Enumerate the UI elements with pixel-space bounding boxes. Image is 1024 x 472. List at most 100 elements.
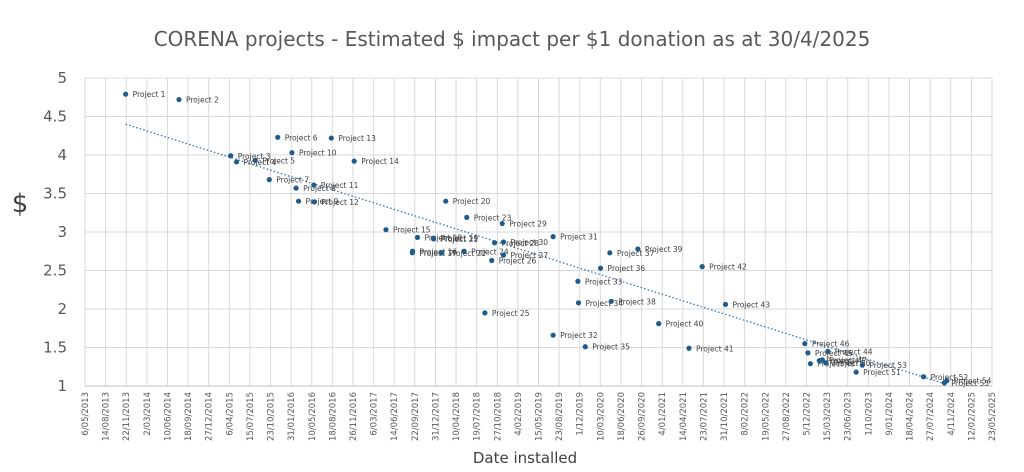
data-point [328,135,334,141]
data-point-label: Project 15 [393,226,431,235]
data-point-label: Project 36 [608,264,646,273]
x-tick-label: 19/05/2022 [761,392,771,441]
x-tick-label: 22/09/2017 [411,392,421,441]
data-point [802,341,808,347]
data-point [491,240,498,246]
data-point [289,150,295,156]
x-tick-label: 10/03/2020 [596,392,606,441]
x-tick-label: 18/09/2014 [184,392,194,441]
data-point [383,227,389,233]
data-point [439,250,445,256]
x-tick-label: 6/03/2017 [370,392,380,436]
data-point-label: Project 39 [645,245,683,254]
data-point [464,214,470,220]
data-point [311,182,317,188]
data-point [233,159,240,165]
data-point-label: Project 45 [815,349,853,358]
data-point-label: Project 21 [441,235,479,244]
data-point-label: Project 34 [585,299,623,308]
data-point-label: Project 3 [238,152,271,161]
data-point-label: Project 24 [471,247,509,256]
x-tick-label: 27/12/2014 [205,392,215,441]
data-point [686,345,692,351]
x-tick-label: 18/06/2020 [617,392,627,441]
y-tick-label: 5 [57,69,67,87]
x-tick-label: 31/12/2017 [431,392,441,441]
data-point [597,265,604,271]
x-tick-label: 15/07/2015 [246,392,256,441]
data-point-label: Project 31 [560,233,598,242]
data-point [699,264,705,270]
data-point-label: Project 55 [951,379,989,388]
y-tick-label: 1 [57,377,67,395]
x-tick-label: 8/02/2022 [741,392,751,436]
data-point [293,185,299,191]
data-point-label: Project 48 [817,360,855,369]
data-point-label: Project 26 [499,256,537,265]
data-point-label: Project 7 [276,176,309,185]
data-point [461,248,467,254]
data-point-label: Project 19 [441,234,479,243]
y-tick-label: 1.5 [43,339,67,357]
data-point [266,177,272,183]
data-point [499,220,505,227]
data-point [295,198,302,204]
x-tick-label: 18/08/2016 [328,392,338,441]
data-point [582,344,588,350]
y-tick-label: 3.5 [43,185,67,203]
trendline [125,123,948,386]
data-point [550,234,556,240]
data-point-label: Project 30 [510,238,548,247]
data-point [311,199,317,205]
x-tick-label: 23/10/2015 [267,392,277,441]
grid-lines [84,77,993,386]
x-tick-label: 26/09/2020 [638,392,648,441]
data-point [275,134,281,140]
x-tick-label: 22/11/2013 [122,392,132,441]
x-tick-label: 18/04/2024 [906,392,916,441]
data-point [656,321,662,327]
x-tick-label: 27/08/2022 [782,392,792,441]
x-tick-label: 10/06/2014 [163,392,173,441]
data-point [575,278,581,284]
data-point-label: Project 11 [321,181,359,190]
data-point-label: Project 52 [931,373,969,382]
data-point [351,158,357,164]
data-point-label: Project 46 [812,340,850,349]
x-tick-label: 31/01/2016 [287,392,297,441]
data-point [816,357,822,364]
y-tick-label: 2 [57,300,67,318]
x-tick-label: 2/03/2014 [143,392,153,436]
data-point-label: Project 44 [835,347,873,356]
data-point [575,300,582,306]
x-tick-label: 14/06/2017 [390,392,400,441]
chart-title: CORENA projects - Estimated $ impact per… [154,27,871,51]
x-tick-label: 12/02/2025 [967,392,977,441]
data-point-label: Project 4 [244,158,277,167]
x-tick-label: 14/04/2021 [679,392,689,441]
data-point-label: Project 53 [869,361,907,370]
y-tick-label: 4 [57,146,67,164]
data-point [409,250,415,256]
y-axis-title: $ [12,189,29,219]
data-point [635,246,641,252]
x-tick-label: 4/01/2021 [658,392,668,436]
data-point [608,298,614,304]
x-tick-label: 23/07/2021 [699,392,709,441]
x-tick-label: 6/05/2013 [81,392,91,436]
x-tick-label: 27/07/2024 [926,392,936,441]
x-tick-label: 14/08/2013 [102,392,112,441]
x-tick-label: 15/05/2019 [535,392,545,441]
data-point-label: Project 50 [833,359,871,368]
data-point [414,234,421,240]
x-tick-label: 15/03/2023 [823,392,833,441]
y-tick-label: 3 [57,223,67,241]
data-point [805,350,811,356]
data-point [443,198,449,204]
x-tick-label: 10/04/2018 [452,392,462,441]
data-point [123,91,129,97]
data-point-label: Project 14 [361,157,399,166]
data-point-label: Project 6 [285,133,318,142]
data-point [550,332,556,338]
